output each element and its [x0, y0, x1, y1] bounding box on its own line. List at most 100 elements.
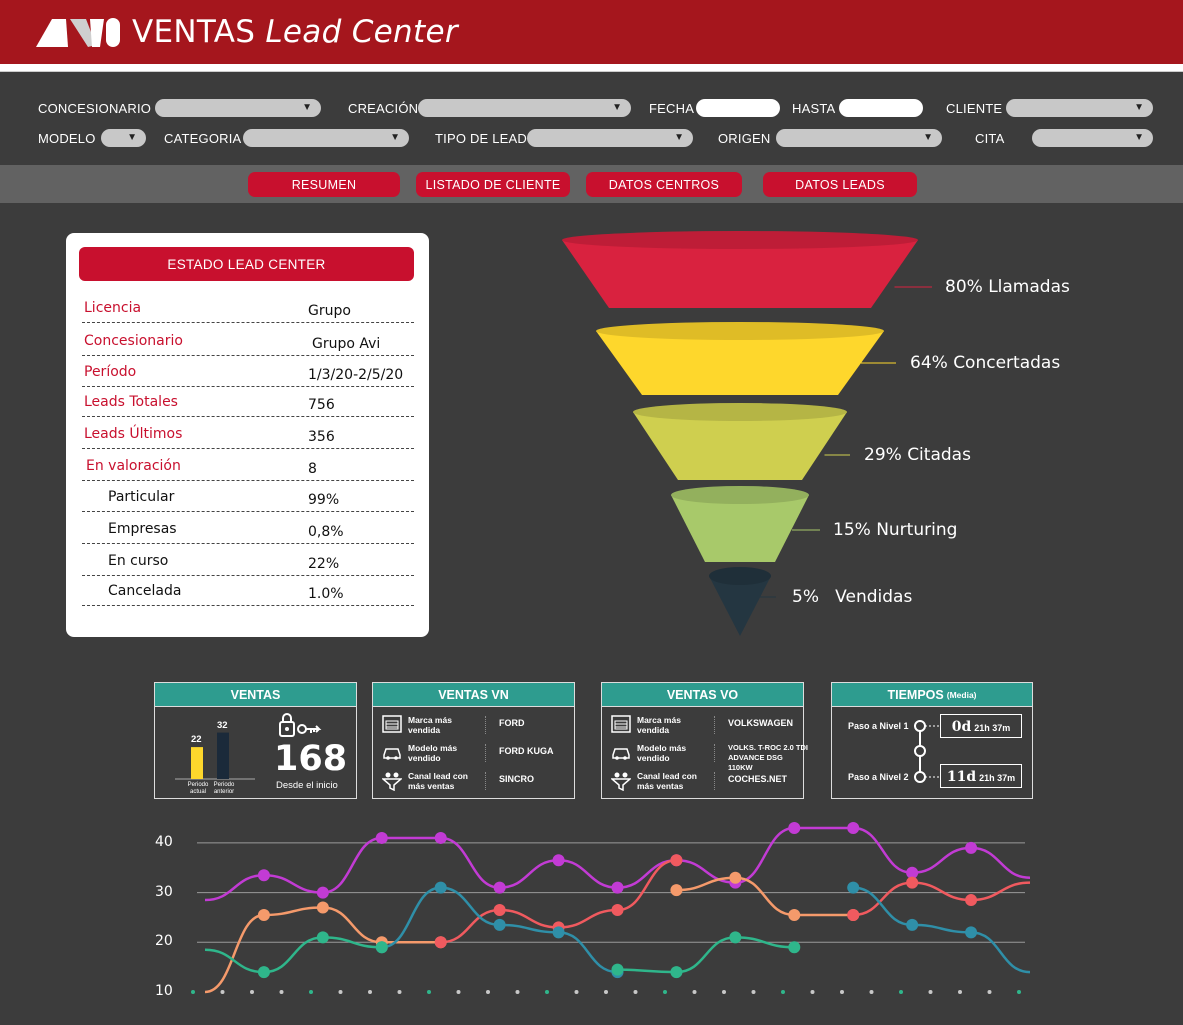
data-point: [965, 841, 978, 854]
item-label: Canal lead con más ventas: [637, 771, 697, 791]
tiempos-title: TIEMPOS (Media): [832, 683, 1032, 707]
data-point: [847, 822, 860, 834]
row-value: 1.0%: [308, 586, 344, 602]
bar-current: [191, 747, 203, 779]
x-axis-dot: [515, 990, 520, 994]
tipo-lead-label: TIPO DE LEAD: [435, 131, 527, 146]
x-axis-dot: [604, 990, 608, 994]
header-divider: [0, 64, 1183, 72]
leads-line-chart: [191, 822, 1031, 994]
funnel-tier: [596, 331, 884, 395]
ventas-title: VENTAS: [155, 683, 356, 707]
concesionario-label: CONCESIONARIO: [38, 101, 152, 116]
data-point: [906, 876, 919, 889]
funnel-tier-top: [596, 322, 884, 340]
series-line: [204, 936, 382, 974]
tiempos-box: TIEMPOS (Media) Paso a Nivel 1 Paso a Ni…: [831, 682, 1033, 799]
list-item: Marca más vendida VOLKSWAGEN: [602, 713, 803, 740]
data-point: [611, 963, 624, 976]
funnel-tier-shade: [671, 486, 809, 504]
row-value: 0,8%: [308, 524, 344, 540]
funnel-tier-shade: [562, 231, 918, 249]
concesionario-select[interactable]: ▼: [155, 99, 321, 117]
row-value: 756: [308, 397, 335, 413]
separator: [714, 716, 715, 734]
estado-row: Empresas 0,8%: [82, 514, 414, 544]
filter-panel: CONCESIONARIO ▼ CREACIÓN ▼ FECHA HASTA C…: [0, 72, 1183, 165]
row-key: En curso: [108, 553, 169, 569]
funnel-tier-shade: [596, 322, 884, 340]
funnel-label-concertadas: 64% Concertadas: [910, 353, 1061, 373]
data-point: [670, 966, 683, 979]
tab-listado-cliente[interactable]: LISTADO DE CLIENTE: [416, 172, 570, 197]
app-header: VENTAS Lead Center: [0, 0, 1183, 64]
fecha-input[interactable]: [696, 99, 780, 117]
fecha-label: FECHA: [649, 101, 695, 116]
tab-datos-centros[interactable]: DATOS CENTROS: [586, 172, 742, 197]
estado-row: Concesionario Grupo Avi: [82, 326, 414, 356]
estado-row: En valoración 8: [82, 451, 414, 481]
x-axis-dot: [751, 990, 756, 994]
row-key: Leads Totales: [84, 394, 178, 410]
row-value: 22%: [308, 556, 340, 572]
data-point: [670, 854, 683, 867]
x-axis-dot: [456, 990, 461, 994]
chevron-down-icon: ▼: [612, 102, 622, 113]
tab-datos-leads[interactable]: DATOS LEADS: [763, 172, 917, 197]
origen-select[interactable]: ▼: [776, 129, 942, 147]
hasta-input[interactable]: [839, 99, 923, 117]
nivel1-days: 0d: [951, 719, 972, 735]
funnel-tier-shade: [709, 567, 771, 585]
x-axis-dot: [279, 990, 284, 994]
item-value: VOLKSWAGEN: [728, 718, 794, 728]
funnel-tier: [671, 495, 809, 562]
nivel2-days: 11d: [946, 769, 977, 785]
item-label: Modelo más vendido: [637, 743, 687, 763]
x-axis-dot: [1017, 990, 1021, 994]
categoria-label: CATEGORIA: [164, 131, 242, 146]
categoria-select[interactable]: ▼: [243, 129, 409, 147]
item-label: Modelo más vendido: [408, 743, 458, 763]
chevron-down-icon: ▼: [127, 132, 137, 143]
series-line: [617, 936, 795, 974]
separator: [485, 772, 486, 790]
chevron-down-icon: ▼: [923, 132, 933, 143]
ventas-vo-title: VENTAS VO: [602, 683, 803, 707]
item-value: COCHES.NET: [728, 774, 788, 784]
row-value: 1/3/20-2/5/20: [308, 367, 404, 383]
tiempos-title-text: TIEMPOS: [887, 687, 944, 702]
bar-current-value: 22: [191, 734, 202, 746]
row-key: Empresas: [108, 521, 177, 537]
list-item: Modelo más vendido VOLKS. T-ROC 2.0 TDI …: [602, 741, 808, 772]
modelo-select[interactable]: ▼: [101, 129, 146, 147]
list-item: Canal lead con más ventas COCHES.NET: [602, 769, 803, 796]
x-axis-dot: [663, 990, 667, 994]
chevron-down-icon: ▼: [302, 102, 312, 113]
tipo-lead-select[interactable]: ▼: [527, 129, 693, 147]
bar-current-label: Periodo actual: [187, 782, 209, 795]
x-axis-dot: [368, 990, 372, 994]
creacion-select[interactable]: ▼: [418, 99, 631, 117]
list-item: Modelo más vendido FORD KUGA: [373, 741, 574, 768]
separator: [485, 744, 486, 762]
funnel-tier-top: [671, 486, 809, 504]
tab-resumen[interactable]: RESUMEN: [248, 172, 400, 197]
separator: [485, 716, 486, 734]
nivel1-time: 0d 21h 37m: [940, 714, 1022, 738]
row-key: Licencia: [84, 300, 142, 316]
series-line: [204, 906, 441, 994]
x-axis-dot: [781, 990, 785, 994]
data-point: [434, 831, 447, 844]
estado-row: En curso 22%: [82, 546, 414, 576]
y-tick-label: 20: [155, 933, 173, 950]
item-value: VOLKS. T-ROC 2.0 TDI ADVANCE DSG 110KW: [728, 743, 809, 772]
funnel-label-citadas: 29% Citadas: [864, 445, 971, 465]
data-point: [847, 881, 860, 894]
ventas-box: VENTAS 22 32 Periodo actual Periodo ante…: [154, 682, 357, 799]
x-axis-dot: [397, 990, 402, 994]
x-axis-dot: [574, 990, 579, 994]
cliente-select[interactable]: ▼: [1006, 99, 1153, 117]
x-axis-dot: [486, 990, 490, 994]
cita-select[interactable]: ▼: [1032, 129, 1153, 147]
row-key: Particular: [108, 489, 175, 505]
